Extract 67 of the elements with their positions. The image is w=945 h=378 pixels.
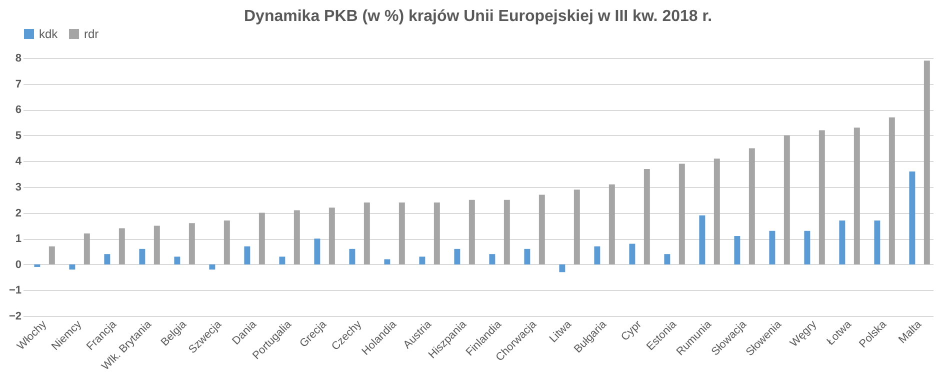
- bar: [364, 202, 370, 264]
- bar: [854, 128, 860, 264]
- bar: [538, 194, 545, 264]
- y-tick-label: 6: [15, 104, 22, 116]
- bar: [209, 264, 216, 270]
- bar: [748, 148, 755, 264]
- bar: [454, 248, 460, 264]
- bar: [839, 220, 846, 264]
- bar: [349, 248, 356, 264]
- bar: [504, 200, 510, 264]
- bar: [174, 256, 180, 264]
- bar: [434, 202, 440, 264]
- bar: [244, 246, 250, 264]
- bar: [69, 264, 76, 270]
- bar: [574, 190, 580, 264]
- bar: [784, 135, 790, 264]
- bar: [608, 184, 615, 264]
- bar: [139, 248, 146, 264]
- bar: [699, 215, 706, 264]
- legend-label: kdk: [39, 27, 59, 41]
- bar: [258, 212, 265, 264]
- y-tick-label: 0: [15, 258, 22, 271]
- y-tick-label: 7: [15, 78, 22, 90]
- bar: [314, 238, 320, 264]
- bar: [188, 223, 195, 264]
- y-tick-label: 2: [15, 207, 22, 220]
- bar: [294, 210, 300, 264]
- bar: [48, 246, 55, 264]
- bar: [594, 246, 600, 264]
- bar: [489, 254, 496, 264]
- bar: [468, 200, 475, 264]
- y-tick-label: 1: [15, 233, 22, 246]
- bar: [644, 168, 650, 264]
- bar: [909, 172, 916, 264]
- y-tick-label: 3: [15, 182, 22, 194]
- bar: [559, 264, 566, 272]
- y-tick-label: −1: [8, 284, 22, 297]
- bar: [924, 60, 930, 264]
- bar: [874, 220, 880, 264]
- bar: [664, 254, 670, 264]
- bar: [419, 256, 426, 264]
- bar: [279, 256, 286, 264]
- bar: [629, 244, 636, 264]
- bar: [678, 164, 685, 264]
- bar: [818, 130, 825, 264]
- bar: [524, 248, 530, 264]
- legend-label: rdr: [84, 27, 99, 41]
- bar: [84, 233, 90, 264]
- bar: [888, 117, 895, 264]
- bar: [804, 230, 810, 264]
- bar: [714, 158, 720, 264]
- bar: [769, 230, 776, 264]
- bar: [328, 208, 335, 264]
- bar: [384, 259, 390, 264]
- bar: [118, 228, 125, 264]
- bar: [224, 220, 230, 264]
- bar: [154, 226, 160, 264]
- bar: [398, 202, 405, 264]
- bar: [34, 264, 40, 267]
- chart-title: Dynamika PKB (w %) krajów Unii Europejskiej w III kw. 2018 r.: [244, 8, 712, 25]
- y-tick-label: 8: [15, 52, 22, 64]
- x-tick-label: Cypr: [619, 318, 644, 344]
- bar: [104, 254, 110, 264]
- y-tick-label: 5: [15, 130, 22, 142]
- y-tick-label: 4: [15, 156, 22, 168]
- y-tick-label: −2: [8, 310, 22, 322]
- bar: [734, 236, 740, 264]
